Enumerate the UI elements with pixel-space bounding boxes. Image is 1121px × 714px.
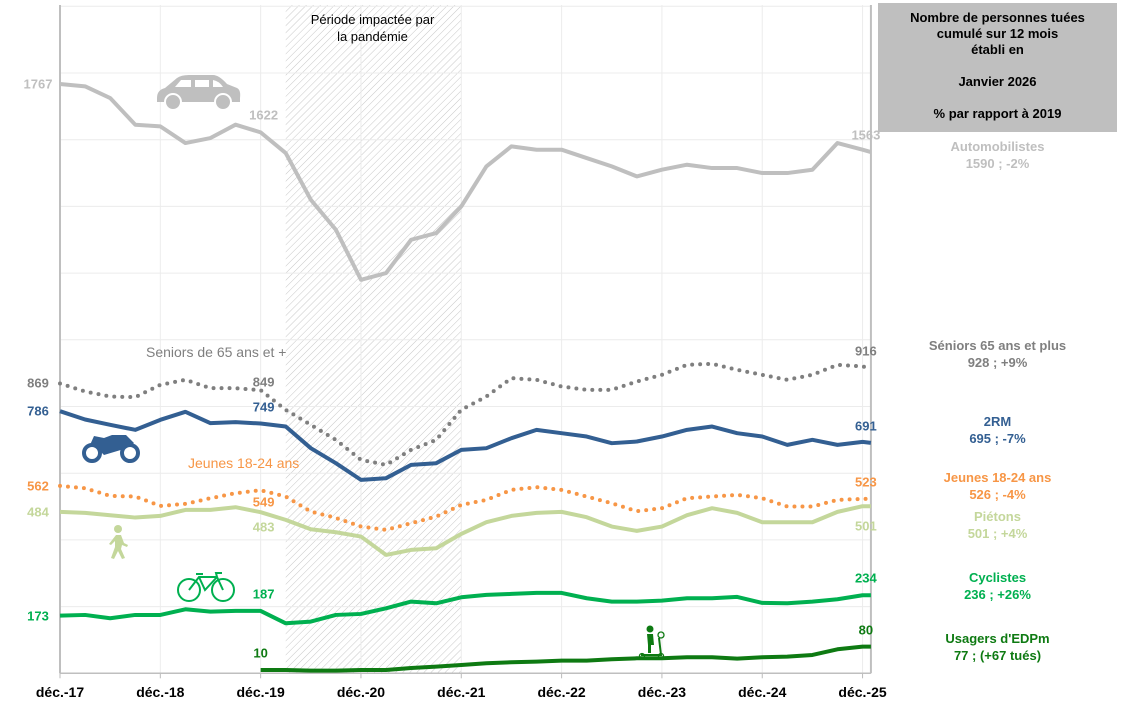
data-label-seniors-end: 916 [855,343,877,359]
data-label-edpm-end: 80 [858,622,874,638]
summary-edpm-name: Usagers d'EDPm [945,631,1050,646]
series-line-cyclistes [59,590,871,626]
x-tick-label: déc.-23 [637,684,687,700]
header-line3: établi en [971,42,1024,57]
x-tick-label: déc.-24 [738,684,787,700]
header-month: Janvier 2026 [958,74,1037,89]
series-line-pietons [59,504,871,557]
summary-pietons: Piétons 501 ; +4% [878,508,1117,542]
series-line-jeunes [58,483,873,532]
x-tick-label: déc.-18 [136,684,185,700]
x-tick-label: déc.-20 [336,684,386,700]
summary-jeunes: Jeunes 18-24 ans 526 ; -4% [878,469,1117,503]
legend-header-box: Nombre de personnes tuées cumulé sur 12 … [878,3,1117,132]
jeunes-annotation: Jeunes 18-24 ans [188,455,300,471]
data-label-auto-end: 1563 [851,127,881,143]
motorcycle-icon [82,435,140,463]
data-label-cyclistes-start: 173 [27,608,49,624]
series-line-edpm [260,644,871,673]
summary-seniors: Séniors 65 ans et plus 928 ; +9% [878,337,1117,371]
bicycle-icon [177,572,235,602]
data-label-auto-start: 1767 [23,76,53,92]
seniors-annotation: Seniors de 65 ans et + [146,344,287,360]
series-line-seniors [58,361,873,467]
x-tick-label: déc.-25 [838,684,887,700]
summary-auto: Automobilistes 1590 ; -2% [878,138,1117,172]
data-label-seniors-mid: 849 [252,374,275,390]
data-label-2rm-mid: 749 [252,399,275,414]
data-label-cyclistes-end: 234 [855,570,877,586]
summary-pietons-summary: 501 ; +4% [967,526,1028,541]
summary-auto-summary: 1590 ; -2% [965,156,1030,171]
scooter-icon [638,625,665,659]
summary-seniors-summary: 928 ; +9% [967,355,1028,370]
summary-pietons-name: Piétons [974,509,1021,524]
x-tick-label: déc.-21 [437,684,486,700]
data-label-auto-mid: 1622 [249,107,279,123]
pandemic-shading [285,5,462,674]
data-label-edpm-mid: 10 [253,645,268,661]
data-label-cyclistes-mid: 187 [252,586,275,602]
data-label-2rm-end: 691 [855,418,877,434]
summary-seniors-name: Séniors 65 ans et plus [928,338,1067,353]
pandemic-line2: la pandémie [337,29,408,44]
summary-2rm: 2RM 695 ; -7% [878,413,1117,447]
summary-2rm-summary: 695 ; -7% [969,431,1026,446]
summary-edpm-summary: 77 ; (+67 tués) [953,648,1042,663]
x-tick-label: déc.-17 [35,684,85,700]
pandemic-annotation: Période impactée par la pandémie [285,11,460,45]
summary-jeunes-name: Jeunes 18-24 ans [943,470,1052,485]
data-label-pietons-start: 484 [27,504,49,520]
data-label-jeunes-mid: 549 [252,494,275,510]
car-icon [157,75,241,111]
summary-cyclistes: Cyclistes 236 ; +26% [878,569,1117,603]
x-tick-label: déc.-19 [236,684,285,700]
summary-jeunes-summary: 526 ; -4% [969,487,1026,502]
summary-cyclistes-summary: 236 ; +26% [964,587,1031,602]
data-label-2rm-start: 786 [27,403,49,419]
summary-cyclistes-name: Cyclistes [968,570,1027,585]
data-label-jeunes-end: 523 [855,474,877,490]
summary-2rm-name: 2RM [983,414,1012,429]
x-tick-label: déc.-22 [537,684,586,700]
data-label-seniors-start: 869 [27,375,49,391]
header-comparison: % par rapport à 2019 [933,106,1062,121]
header-line1: Nombre de personnes tuées [910,10,1085,25]
summary-edpm: Usagers d'EDPm 77 ; (+67 tués) [878,630,1117,664]
data-label-pietons-end: 501 [855,518,877,534]
pedestrian-icon [109,525,128,559]
summary-auto-name: Automobilistes [950,139,1045,154]
series-line-auto [59,82,872,282]
series-line-2rm [59,409,872,482]
data-label-pietons-mid: 483 [252,519,275,535]
pandemic-line1: Période impactée par [310,12,435,27]
header-line2: cumulé sur 12 mois [936,26,1059,41]
data-label-jeunes-start: 562 [27,478,49,494]
